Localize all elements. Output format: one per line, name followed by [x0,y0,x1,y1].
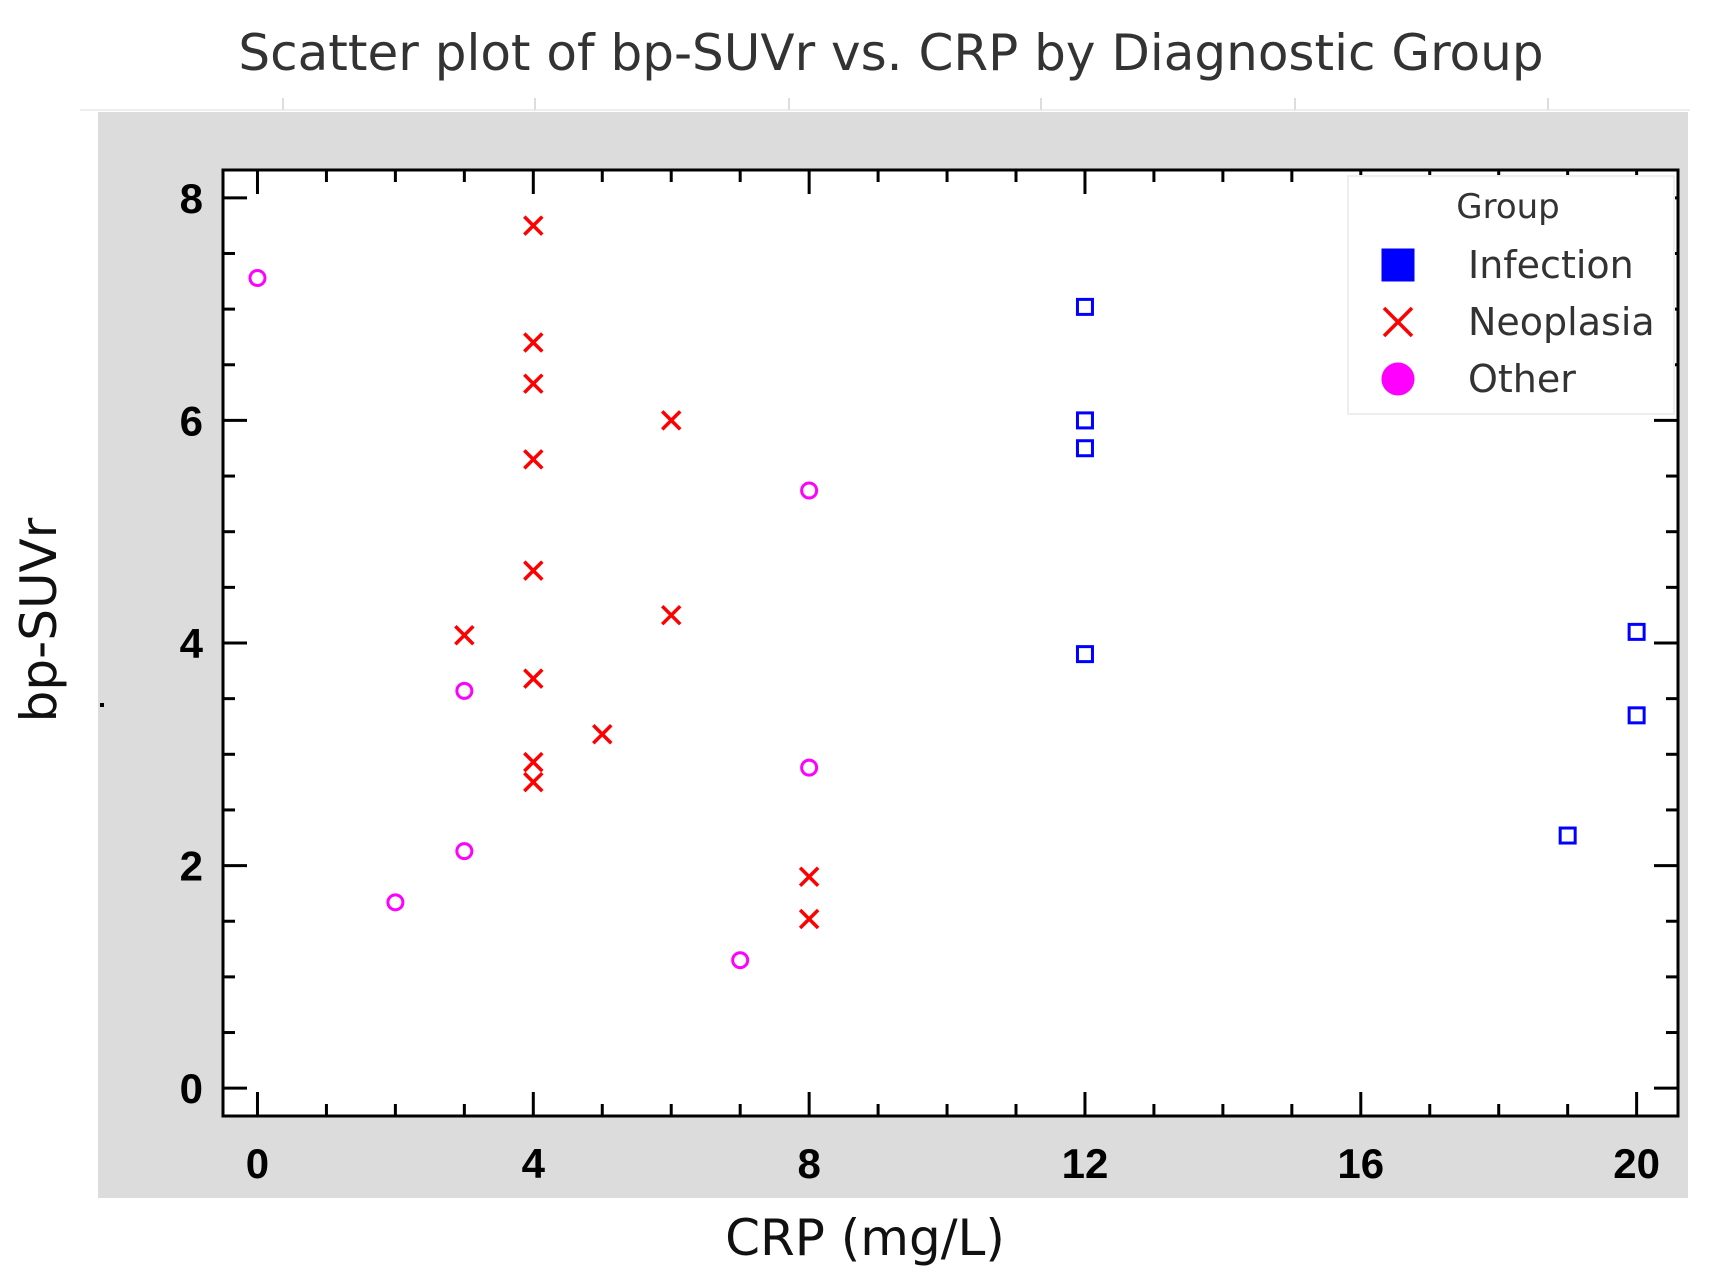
legend: Group Infection Neoplasia Other [1347,175,1675,415]
x-marker-stroke [1382,306,1414,338]
x-tick-label: 16 [1337,1140,1384,1187]
legend-label-other: Other [1468,357,1576,401]
x-tick-label: 20 [1613,1140,1660,1187]
neoplasia-point [523,449,544,470]
y-tick-label: 0 [180,1065,203,1112]
neoplasia-point [454,624,475,646]
x-marker-stroke [592,724,613,745]
x-marker-stroke [523,215,544,236]
x-marker-stroke [798,908,820,930]
neoplasia-point [592,724,613,745]
legend-label-infection: Infection [1468,243,1634,287]
axis-ticks [223,170,1678,1116]
x-marker-stroke [523,332,544,353]
infection-point [1075,439,1094,458]
x-tick-label: 0 [246,1140,269,1187]
infection-point [1558,826,1577,845]
other-point [386,893,405,912]
x-marker-stroke [523,771,544,793]
other-point [800,481,819,500]
x-tick-label: 8 [797,1140,820,1187]
other-point [455,842,474,861]
x-marker-stroke [523,449,544,470]
y-tick-label: 8 [180,175,203,222]
legend-item-infection: Infection [1381,243,1634,287]
neoplasia-point [798,908,820,930]
infection-point [1627,622,1646,641]
x-marker-stroke [523,751,544,773]
x-marker-stroke [523,668,544,689]
neoplasia-point [523,215,544,236]
other-point [248,268,267,287]
legend-marker-infection [1381,248,1415,282]
neoplasia-point [660,604,682,626]
y-tick-label: 2 [180,843,203,890]
neoplasia-point [523,332,544,353]
legend-items: Infection Neoplasia Other [1381,243,1655,401]
x-marker-stroke [660,604,682,626]
legend-item-neoplasia: Neoplasia [1382,300,1655,344]
x-marker-stroke [798,866,820,887]
other-point [731,951,750,970]
axis-tick-labels: 0 4 8 12 16 20 0 2 4 6 8 [180,175,1660,1187]
other-point [455,681,474,700]
other-point [800,758,819,777]
neoplasia-point [660,410,682,431]
x-tick-label: 4 [522,1140,546,1187]
infection-point [1075,411,1094,430]
legend-item-other: Other [1381,357,1576,401]
neoplasia-point [798,866,820,887]
legend-marker-neoplasia [1382,306,1414,338]
infection-point [1075,297,1094,316]
legend-marker-other [1381,362,1415,396]
stray-dot-mark [100,703,104,707]
x-marker-stroke [660,410,682,431]
data-points [248,215,1646,970]
series-other [248,268,819,970]
neoplasia-point [523,668,544,689]
series-neoplasia [454,215,820,930]
infection-point [1627,706,1646,725]
neoplasia-point [523,560,544,581]
y-tick-label: 6 [180,397,203,444]
neoplasia-point [523,771,544,793]
x-axis-label: CRP (mg/L) [725,1209,1005,1267]
neoplasia-point [523,373,544,394]
chart-title: Scatter plot of bp-SUVr vs. CRP by Diagn… [238,24,1543,82]
x-marker-stroke [523,373,544,394]
infection-point [1075,645,1094,664]
top-guide-ticks [282,98,1549,110]
x-tick-label: 12 [1062,1140,1109,1187]
y-axis-label: bp-SUVr [10,517,68,722]
neoplasia-point [523,751,544,773]
legend-title: Group [1456,187,1560,227]
legend-label-neoplasia: Neoplasia [1468,300,1655,344]
series-infection [1075,297,1646,845]
y-tick-label: 4 [180,620,204,667]
x-marker-stroke [454,624,475,646]
x-marker-stroke [523,560,544,581]
